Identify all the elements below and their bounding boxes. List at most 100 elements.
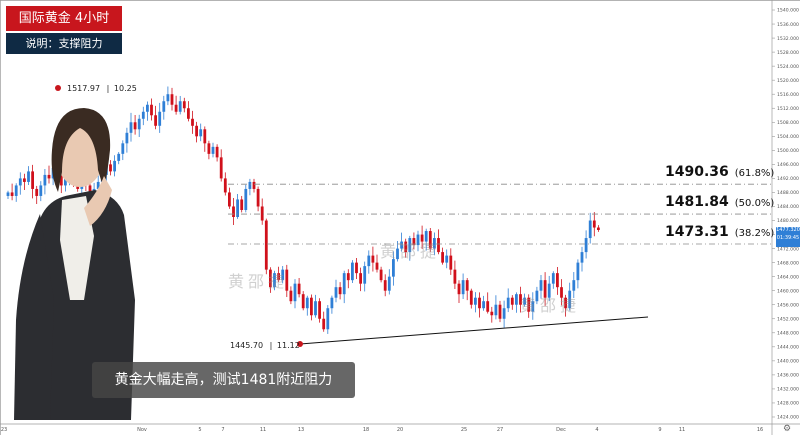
- candle-body: [236, 199, 239, 218]
- candle-body: [109, 164, 112, 172]
- candle-body: [232, 206, 235, 218]
- candle-body: [129, 122, 133, 133]
- candle-body: [441, 252, 444, 263]
- annotation-shapes: [55, 85, 649, 347]
- candle-body: [539, 280, 543, 291]
- candle-body: [424, 231, 428, 242]
- candle-body: [281, 269, 285, 281]
- candle-body: [256, 188, 260, 207]
- candle-body: [133, 122, 137, 130]
- x-tick-label: 11: [260, 427, 266, 433]
- y-tick-label: 1448.000: [777, 330, 799, 336]
- candle-body: [96, 181, 100, 189]
- candle-body: [27, 171, 30, 182]
- x-tick-label: 5: [198, 427, 201, 433]
- x-tick-label: Dec: [556, 427, 566, 433]
- candle-body: [64, 178, 67, 186]
- y-tick-label: 1468.000: [777, 260, 799, 266]
- countdown-label: 01:39:45: [776, 235, 800, 247]
- candle-body: [269, 269, 272, 288]
- x-tick-label: 9: [658, 427, 661, 433]
- candle-body: [310, 297, 313, 316]
- y-tick-label: 1460.000: [777, 288, 799, 294]
- candle-body: [379, 269, 383, 281]
- candle-body: [35, 188, 39, 196]
- candle-body: [400, 241, 403, 249]
- y-tick-label: 1520.000: [777, 78, 799, 84]
- candle-body: [219, 157, 223, 179]
- y-tick-label: 1464.000: [777, 274, 799, 280]
- candle-body: [469, 290, 473, 305]
- candle-body: [117, 153, 121, 161]
- candle-body: [240, 199, 244, 210]
- candle-body: [14, 185, 18, 196]
- caption-banner: 黄金大幅走高，测试1481附近阻力: [92, 362, 355, 398]
- candle-body: [437, 238, 440, 253]
- candle-body: [506, 297, 510, 309]
- y-tick-label: 1532.000: [777, 36, 799, 42]
- candle-body: [47, 174, 51, 179]
- candle-body: [330, 297, 334, 309]
- candle-body: [191, 118, 194, 126]
- candle-body: [580, 252, 584, 263]
- candle-body: [363, 266, 367, 284]
- fib-level-500: 1481.84 (50.0%): [665, 194, 775, 210]
- x-tick-label: Nov: [137, 427, 147, 433]
- y-tick-label: 1540.000: [777, 8, 799, 14]
- candle-body: [359, 273, 362, 284]
- candle-body: [490, 311, 494, 316]
- candle-body: [338, 287, 342, 295]
- time-axis: 23 Nov 5 7 11 13 18 20 25 27 Dec 4 9 11 16: [1, 427, 763, 433]
- candle-body: [412, 238, 416, 246]
- candle-body: [170, 94, 174, 105]
- candle-body: [318, 301, 321, 319]
- candle-body: [535, 290, 539, 302]
- candle-body: [597, 227, 600, 230]
- candle-body: [396, 248, 399, 260]
- candle-body: [404, 241, 408, 253]
- y-tick-label: 1508.000: [777, 120, 799, 126]
- y-tick-label: 1440.000: [777, 359, 799, 365]
- candle-body: [59, 174, 63, 186]
- candle-body: [150, 104, 153, 116]
- y-tick-label: 1536.000: [777, 22, 799, 28]
- candle-body: [346, 273, 350, 281]
- y-tick-label: 1528.000: [777, 50, 799, 56]
- candle-body: [252, 181, 256, 189]
- candle-body: [547, 283, 551, 298]
- candle-body: [80, 178, 84, 189]
- candle-body: [297, 283, 301, 295]
- y-tick-label: 1432.000: [777, 387, 799, 393]
- candle-body: [121, 143, 125, 154]
- candle-body: [461, 280, 465, 295]
- x-tick-label: 11: [679, 427, 685, 433]
- candle-body: [207, 143, 211, 154]
- candle-body: [355, 262, 358, 274]
- candle-body: [264, 220, 268, 270]
- fib-level-382: 1473.31 (38.2%): [665, 224, 775, 240]
- y-tick-label: 1444.000: [777, 345, 799, 351]
- watermark: 黄邵捷: [520, 296, 581, 315]
- x-tick-label: 20: [397, 427, 403, 433]
- settings-gear-icon[interactable]: ⚙: [783, 424, 792, 434]
- candle-body: [523, 297, 526, 305]
- candle-body: [125, 132, 129, 144]
- candle-body: [84, 178, 88, 186]
- candle-body: [215, 146, 219, 158]
- candle-body: [273, 273, 276, 288]
- candle-body: [322, 318, 326, 330]
- y-tick-label: 1424.000: [777, 415, 799, 421]
- candle-body: [92, 188, 96, 196]
- candle-body: [182, 101, 186, 109]
- candle-body: [158, 111, 162, 126]
- candle-body: [10, 192, 14, 196]
- candle-body: [551, 273, 555, 284]
- candle-body: [433, 238, 436, 249]
- candle-body: [482, 301, 485, 309]
- candle-body: [162, 101, 166, 112]
- candle-series: [6, 86, 600, 334]
- candle-body: [515, 294, 518, 305]
- candle-body: [592, 220, 596, 228]
- candle-body: [527, 297, 531, 312]
